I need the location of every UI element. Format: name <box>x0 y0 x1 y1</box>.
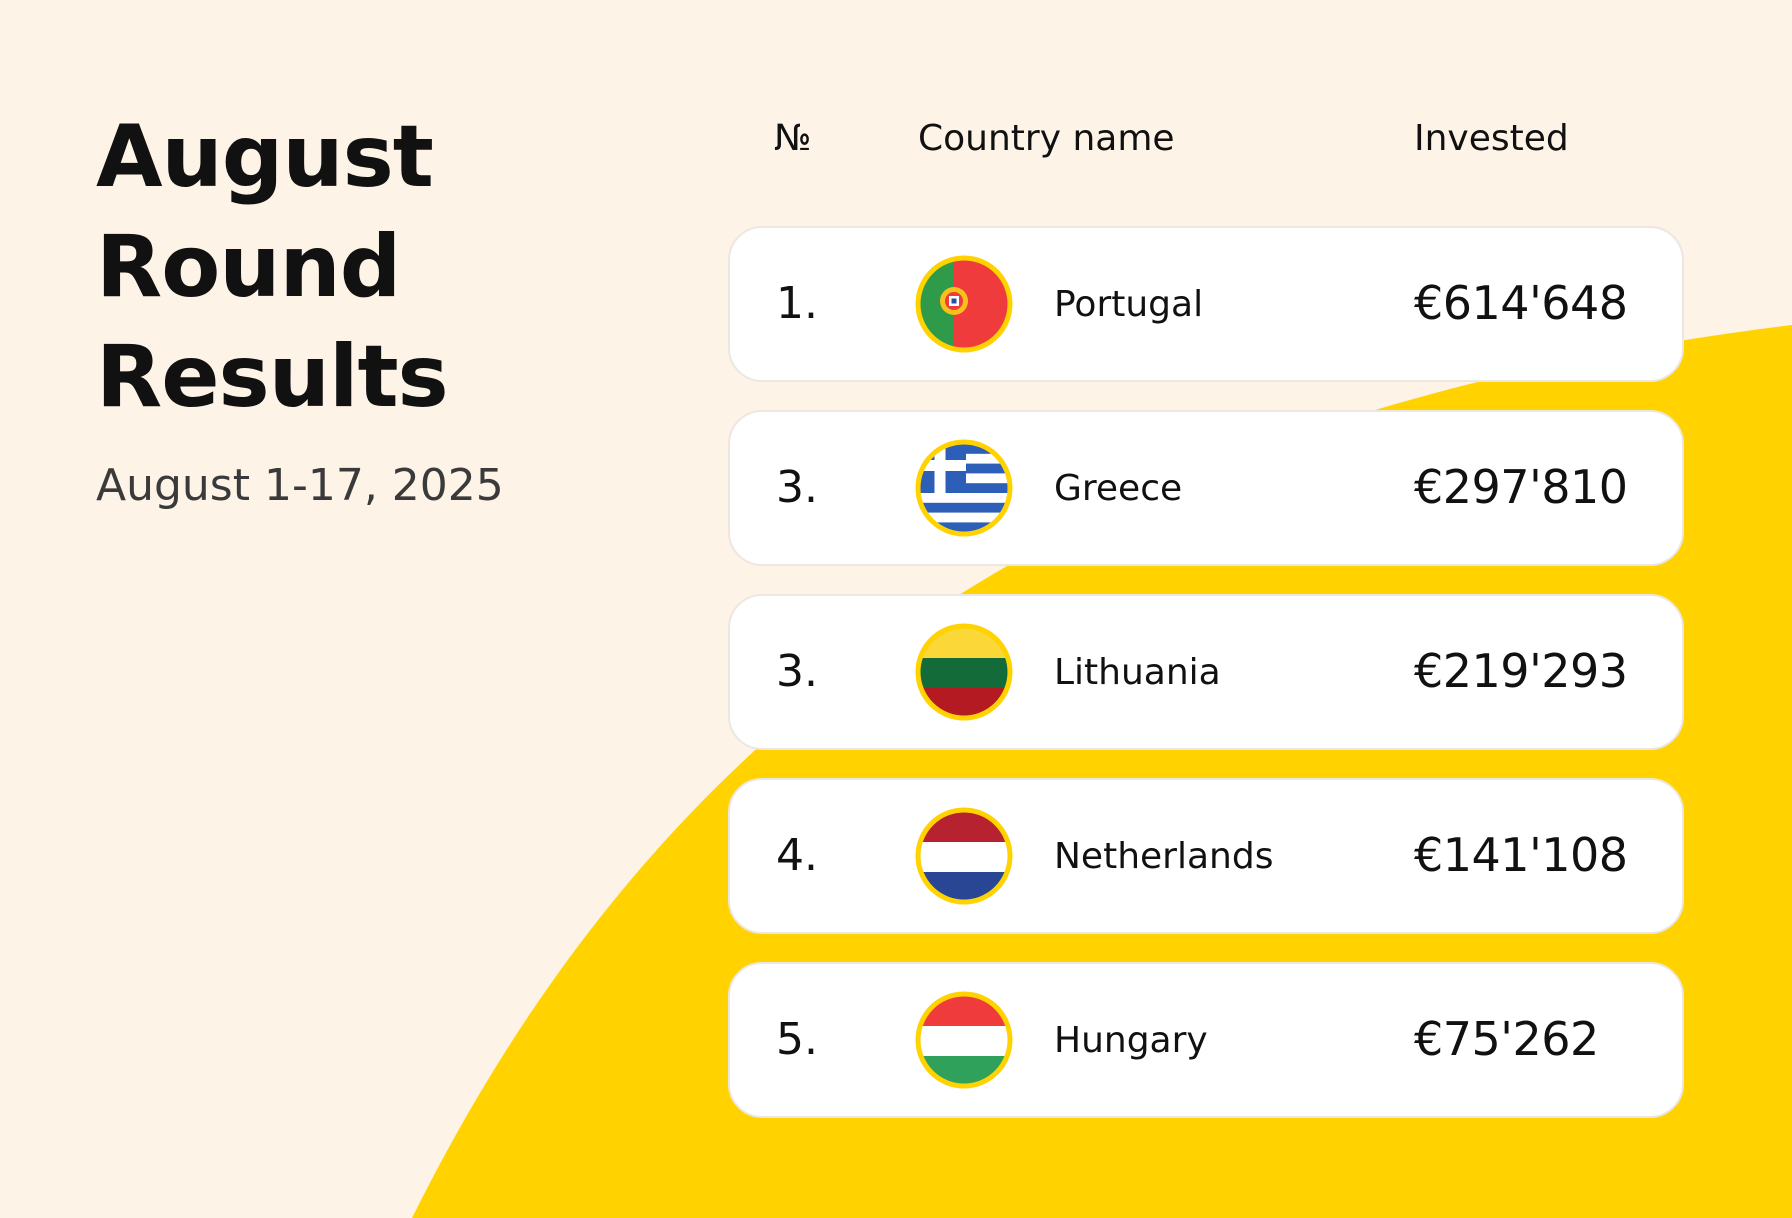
row-invested-amount: €614'648 <box>1414 276 1628 330</box>
hungary-flag-icon <box>915 991 1013 1089</box>
row-country-name: Greece <box>1054 468 1183 509</box>
greece-flag-icon <box>915 439 1013 537</box>
header-number: № <box>774 118 812 159</box>
title-line-3: Results <box>96 327 449 427</box>
table-row: 3. Lithuania €219'293 <box>728 594 1684 750</box>
row-rank: 1. <box>776 278 818 329</box>
header-country-name: Country name <box>918 118 1175 159</box>
row-invested-amount: €219'293 <box>1414 644 1628 698</box>
row-country-name: Hungary <box>1054 1020 1208 1061</box>
row-rank: 3. <box>776 462 818 513</box>
row-rank: 5. <box>776 1014 818 1065</box>
title-line-2: Round <box>96 217 401 317</box>
row-country-name: Netherlands <box>1054 836 1274 877</box>
row-rank: 3. <box>776 646 818 697</box>
row-country-name: Portugal <box>1054 284 1204 325</box>
table-row: 4. Netherlands €141'108 <box>728 778 1684 934</box>
netherlands-flag-icon <box>915 807 1013 905</box>
table-row: 5. Hungary €75'262 <box>728 962 1684 1118</box>
table-row: 3. Greece €297'810 <box>728 410 1684 566</box>
row-invested-amount: €141'108 <box>1414 828 1628 882</box>
page-title: August Round Results <box>96 102 449 432</box>
row-invested-amount: €297'810 <box>1414 460 1628 514</box>
row-rank: 4. <box>776 830 818 881</box>
row-invested-amount: €75'262 <box>1414 1012 1599 1066</box>
lithuania-flag-icon <box>915 623 1013 721</box>
header-invested: Invested <box>1414 118 1569 159</box>
portugal-flag-icon <box>915 255 1013 353</box>
title-line-1: August <box>96 107 434 207</box>
table-row: 1. Portugal €614'648 <box>728 226 1684 382</box>
row-country-name: Lithuania <box>1054 652 1221 693</box>
date-range: August 1-17, 2025 <box>96 460 504 511</box>
